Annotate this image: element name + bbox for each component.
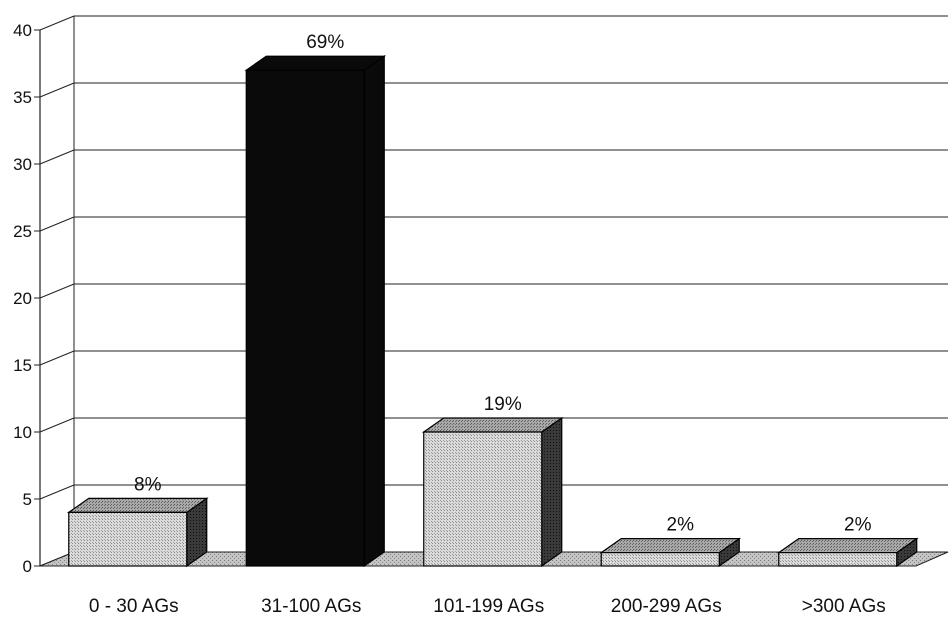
y-tick-label: 10: [13, 423, 32, 442]
y-axis: 0 5 10 15 20 25 30 35 40: [13, 16, 75, 576]
category-label: 200-299 AGs: [611, 596, 722, 617]
y-tick-label: 35: [13, 88, 32, 107]
data-labels: 8% 69% 19% 2% 2%: [134, 32, 872, 535]
data-label: 8%: [134, 474, 162, 495]
y-tick-label: 0: [23, 557, 32, 576]
category-label: 101-199 AGs: [433, 596, 544, 617]
data-label: 2%: [667, 515, 695, 536]
gridline-depth: [39, 484, 75, 500]
category-label: 0 - 30 AGs: [89, 596, 179, 617]
bar-front: [600, 551, 720, 567]
y-tick-label: 25: [13, 222, 32, 241]
bar-top: [244, 55, 387, 71]
bar-front: [778, 551, 898, 567]
gridline-depth: [39, 149, 75, 165]
bar-side: [363, 55, 385, 568]
data-label: 2%: [844, 515, 872, 536]
bar-front: [423, 431, 543, 567]
bar-front: [68, 511, 188, 567]
bar: [66, 497, 209, 568]
gridline-depth: [39, 15, 75, 31]
bar: [421, 416, 564, 568]
category-label: >300 AGs: [802, 596, 886, 617]
data-label: 69%: [306, 32, 344, 53]
data-label: 19%: [484, 394, 522, 415]
bar-top: [776, 537, 919, 554]
bar: [776, 537, 919, 568]
gridline-depth: [39, 283, 75, 299]
y-tick-label: 30: [13, 155, 32, 174]
bar: [244, 55, 387, 568]
gridline-depth: [39, 216, 75, 232]
y-tick-label: 40: [13, 21, 32, 40]
category-label: 31-100 AGs: [261, 596, 361, 617]
bar-top: [421, 417, 564, 433]
bar-top: [66, 497, 209, 514]
bar: [599, 537, 742, 568]
y-tick-label: 20: [13, 289, 32, 308]
bar-top: [599, 537, 742, 554]
bars: [66, 55, 919, 568]
category-labels: 0 - 30 AGs 31-100 AGs 101-199 AGs 200-299 A…: [89, 596, 886, 617]
bar-side: [541, 416, 563, 568]
gridline-depth: [39, 417, 75, 433]
gridline-depth: [39, 350, 75, 366]
gridline-depth: [39, 82, 75, 98]
y-tick-label: 15: [13, 356, 32, 375]
bar-front: [245, 69, 365, 567]
y-tick-label: 5: [23, 490, 32, 509]
